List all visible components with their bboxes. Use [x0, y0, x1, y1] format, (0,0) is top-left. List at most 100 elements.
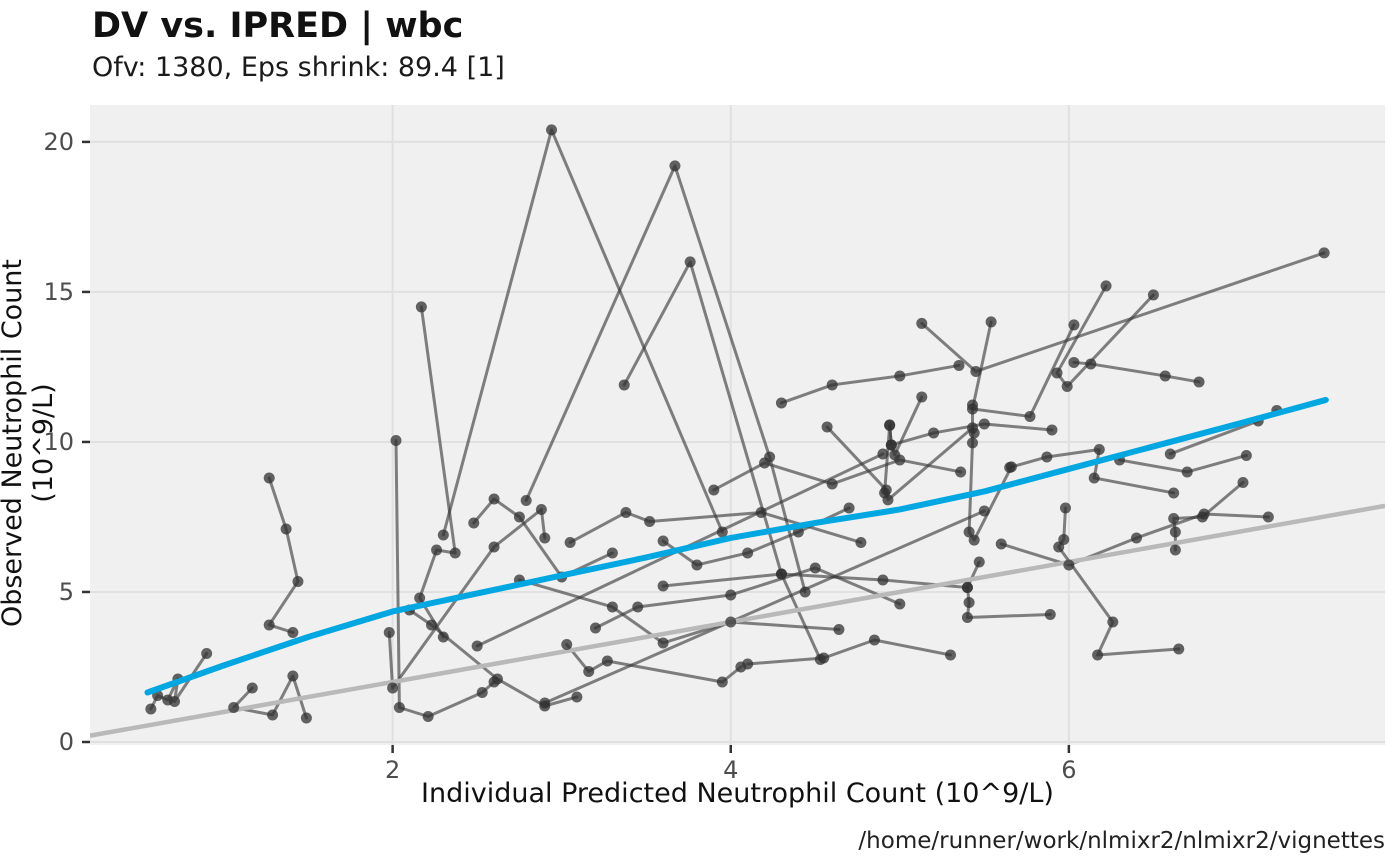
data-point [821, 421, 833, 433]
data-point [868, 634, 880, 646]
identity-line [90, 503, 1385, 738]
data-point [1092, 649, 1104, 661]
data-point [583, 665, 595, 677]
data-point [843, 502, 855, 514]
plot-caption-path: /home/runner/work/nlmixr2/nlmixr2/vignet… [858, 828, 1385, 854]
data-point [818, 652, 830, 664]
data-point [287, 626, 299, 638]
data-point [618, 379, 630, 391]
data-point [708, 484, 720, 496]
data-point [1240, 449, 1252, 461]
data-point [437, 529, 449, 541]
data-point [571, 691, 583, 703]
y-tick-label: 0 [59, 728, 74, 756]
data-point [877, 448, 889, 460]
data-point [145, 703, 157, 715]
data-point [691, 559, 703, 571]
data-point [1159, 370, 1171, 382]
data-point [916, 317, 928, 329]
data-point [390, 434, 402, 446]
data-point [716, 676, 728, 688]
data-point [561, 638, 573, 650]
data-point [1262, 511, 1274, 523]
data-point [1318, 247, 1330, 259]
x-axis-title: Individual Predicted Neutrophil Count (1… [421, 778, 1054, 809]
data-point [877, 574, 889, 586]
data-point [437, 631, 449, 643]
data-point [601, 655, 613, 667]
data-point [894, 598, 906, 610]
data-point [606, 547, 618, 559]
data-point [826, 379, 838, 391]
data-point [513, 511, 525, 523]
data-point [742, 547, 754, 559]
data-point [520, 494, 532, 506]
data-point [1059, 502, 1071, 514]
data-point [1147, 289, 1159, 301]
data-point [961, 611, 973, 623]
data-point [546, 124, 558, 136]
data-point [799, 586, 811, 598]
y-axis-title: Observed Neutrophil Count (10^9/L) [0, 258, 59, 628]
data-point [759, 457, 771, 469]
data-point [414, 592, 426, 604]
data-point [300, 712, 312, 724]
data-point [1173, 643, 1185, 655]
data-point [393, 701, 405, 713]
data-point [1005, 461, 1017, 473]
data-point [1169, 526, 1181, 538]
data-point [263, 619, 275, 631]
subject-trace [1072, 360, 1201, 384]
smooth-line [144, 396, 1329, 696]
data-point [468, 517, 480, 529]
data-point [539, 697, 551, 709]
data-point [1085, 358, 1097, 370]
data-point [968, 534, 980, 546]
data-point [1130, 532, 1142, 544]
data-point [1068, 319, 1080, 331]
data-point [1024, 410, 1036, 422]
data-point [963, 596, 975, 608]
data-point [955, 466, 967, 478]
data-point [657, 535, 669, 547]
data-point [169, 695, 181, 707]
data-point [882, 494, 894, 506]
data-point [228, 701, 240, 713]
data-point [953, 359, 965, 371]
data-point [775, 397, 787, 409]
subject-trace [970, 320, 1076, 418]
data-point [885, 439, 897, 451]
subject-trace [543, 509, 986, 705]
data-point [833, 623, 845, 635]
data-point [267, 709, 279, 721]
data-point [961, 581, 973, 593]
data-point [880, 484, 892, 496]
data-point [985, 316, 997, 328]
y-tick-label: 20 [43, 128, 74, 156]
x-tick-label: 6 [1061, 756, 1076, 784]
data-point [539, 532, 551, 544]
data-point [742, 658, 754, 670]
data-point [970, 365, 982, 377]
data-point [606, 601, 618, 613]
data-point [966, 399, 978, 411]
y-tick-label: 15 [43, 278, 74, 306]
y-tick-label: 10 [43, 428, 74, 456]
data-point [684, 256, 696, 268]
data-point [995, 538, 1007, 550]
data-point [1164, 448, 1176, 460]
data-point [632, 601, 644, 613]
y-tick-label: 5 [59, 578, 74, 606]
data-point [1063, 559, 1075, 571]
data-point [1100, 280, 1112, 292]
data-point [657, 580, 669, 592]
x-tick-label: 2 [385, 756, 400, 784]
data-point [973, 556, 985, 568]
data-point [201, 647, 213, 659]
data-point [387, 682, 399, 694]
data-point [1061, 380, 1073, 392]
data-point [422, 710, 434, 722]
data-point [476, 686, 488, 698]
